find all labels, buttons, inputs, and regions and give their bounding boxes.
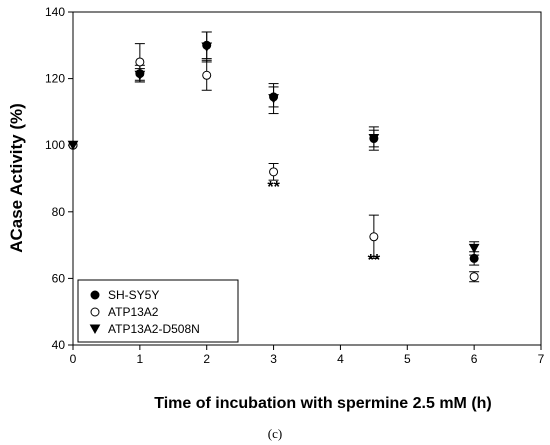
data-point — [135, 57, 145, 67]
annotation-layer: ** ** — [267, 179, 381, 269]
legend-box — [77, 279, 239, 343]
data-point — [268, 94, 279, 104]
figure-caption: (c) — [268, 426, 282, 441]
legend-marker-atp13a2 — [90, 307, 100, 317]
x-tick-label: 0 — [70, 352, 77, 366]
series-sh-sy5y — [68, 31, 480, 266]
data-point — [67, 140, 79, 151]
data-point — [369, 232, 379, 242]
data-point — [368, 134, 380, 144]
y-axis-title: ACase Activity (%) — [7, 103, 26, 253]
y-tick-label: 100 — [45, 138, 65, 152]
legend: SH-SY5Y ATP13A2 ATP13A2-D508N — [77, 279, 239, 343]
data-point — [469, 253, 479, 263]
data-point — [201, 42, 213, 52]
y-tick-label: 80 — [52, 205, 66, 219]
data-point — [469, 272, 479, 282]
x-tick-label: 7 — [538, 352, 545, 366]
series-atp13a2-d508n — [67, 31, 480, 256]
legend-label-atp13a2-d508n: ATP13A2-D508N — [108, 322, 200, 336]
x-tick-label: 4 — [337, 352, 344, 366]
series-atp13a2 — [68, 43, 480, 283]
y-tick-label: 120 — [45, 72, 65, 86]
significance-marker: ** — [368, 252, 381, 269]
x-tick-label: 5 — [404, 352, 411, 366]
legend-label-atp13a2: ATP13A2 — [108, 305, 159, 319]
data-point — [468, 243, 480, 254]
data-point — [269, 167, 279, 177]
legend-label-sh-sy5y: SH-SY5Y — [108, 288, 159, 302]
data-point — [202, 70, 212, 80]
plot-area-frame — [72, 11, 542, 346]
legend-marker-atp13a2-d508n — [89, 324, 101, 335]
series-layer — [67, 31, 480, 283]
x-axis-ticks: 0 1 2 3 4 5 6 7 — [70, 345, 545, 366]
data-point — [134, 70, 146, 81]
y-axis-ticks: 40 60 80 100 120 140 — [45, 5, 73, 352]
legend-marker-sh-sy5y — [90, 290, 100, 300]
y-tick-label: 60 — [52, 271, 66, 285]
x-tick-label: 3 — [270, 352, 277, 366]
significance-marker: ** — [267, 179, 280, 196]
x-tick-label: 2 — [203, 352, 210, 366]
x-tick-label: 1 — [137, 352, 144, 366]
x-tick-label: 6 — [471, 352, 478, 366]
y-tick-label: 40 — [52, 338, 66, 352]
x-axis-title: Time of incubation with spermine 2.5 mM … — [154, 395, 492, 412]
y-tick-label: 140 — [45, 5, 65, 19]
